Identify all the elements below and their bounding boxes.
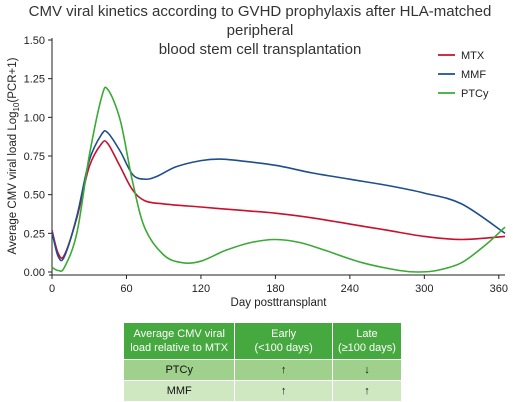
header-text-line: load relative to MTX	[130, 342, 229, 354]
chart-legend: MTX MMF PTCy	[438, 50, 489, 100]
header-text-line: (≥100 days)	[337, 342, 396, 354]
x-tick-label: 180	[266, 283, 284, 295]
header-text-line: Early	[271, 328, 297, 340]
line-chart: 0.00 0.25 0.50 0.75 1.00 1.25 1.50 0 60 120 180 240…	[7, 35, 508, 309]
y-axis-title: Average CMV viral load Log10(PCR+1)	[7, 57, 21, 254]
series-line-mtx	[51, 139, 506, 259]
y-tick-label: 1.00	[24, 112, 45, 124]
chart-axes: 0.00 0.25 0.50 0.75 1.00 1.25 1.50 0 60 120 180 240…	[24, 35, 508, 295]
series-line-ptcy	[51, 86, 506, 273]
cmv-summary-table: Average CMV viral load relative to MTX Ea…	[122, 322, 403, 402]
table-header-row: Average CMV viral load relative to MTX Ea…	[122, 322, 403, 360]
table-row: PTCy ↑ ↓	[122, 359, 403, 381]
row-label: MMF	[122, 380, 236, 402]
row-label: PTCy	[122, 359, 236, 381]
header-text-line: Late	[356, 328, 378, 340]
y-tick-label: 0.25	[24, 228, 45, 240]
x-axis-title: Day posttransplant	[231, 297, 328, 309]
header-late: Late (≥100 days)	[331, 322, 403, 360]
y-axis-title-tail: (PCR+1)	[7, 57, 19, 102]
header-text-line: (<100 days)	[254, 342, 313, 354]
legend-label-mmf: MMF	[461, 69, 486, 81]
legend-label-ptcy: PTCy	[461, 88, 489, 100]
y-axis-title-subscript: 10	[12, 102, 21, 111]
early-arrow: ↑	[234, 380, 333, 402]
legend-label-mtx: MTX	[461, 50, 485, 62]
late-arrow: ↓	[331, 359, 403, 381]
y-tick-label: 0.75	[24, 151, 45, 163]
header-text-line: Average CMV viral	[133, 328, 225, 340]
y-tick-label: 1.50	[24, 35, 45, 47]
x-tick-label: 60	[120, 283, 132, 295]
chart-title-line-1: CMV viral kinetics according to GVHD pro…	[28, 3, 492, 39]
x-tick-label: 240	[341, 283, 359, 295]
chart-title-line-2: blood stem cell transplantation	[158, 41, 362, 58]
header-metric: Average CMV viral load relative to MTX	[122, 322, 236, 360]
early-arrow: ↑	[234, 359, 333, 381]
header-early: Early (<100 days)	[234, 322, 333, 360]
late-arrow: ↑	[331, 380, 403, 402]
series-line-mmf	[51, 129, 506, 262]
table-row: MMF ↑ ↑	[122, 380, 403, 402]
x-tick-label: 300	[415, 283, 433, 295]
y-axis-title-main: Average CMV viral load Log	[7, 111, 19, 254]
x-tick-label: 0	[49, 283, 55, 295]
y-tick-label: 1.25	[24, 74, 45, 86]
chart-lines	[51, 86, 506, 273]
x-tick-label: 360	[490, 283, 508, 295]
y-tick-label: 0.00	[24, 267, 45, 279]
y-tick-label: 0.50	[24, 190, 45, 202]
x-tick-label: 120	[192, 283, 210, 295]
chart-title: CMV viral kinetics according to GVHD pro…	[0, 2, 520, 59]
